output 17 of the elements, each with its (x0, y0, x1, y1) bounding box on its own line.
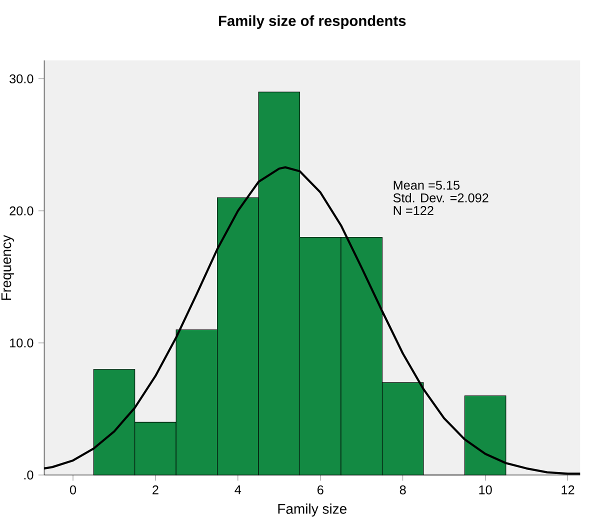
y-tick-label: .0 (24, 470, 34, 480)
x-tick-label: 6 (318, 485, 324, 494)
x-tick-label: 0 (70, 485, 76, 494)
y-tick-label: 30.0 (10, 74, 34, 84)
x-axis-title: Family size (278, 504, 346, 517)
y-tick-label: 10.0 (10, 338, 34, 348)
x-tick-label: 2 (152, 485, 158, 494)
chart-title: Family size of respondents (218, 15, 406, 29)
y-axis-title: Frequency (1, 234, 14, 300)
x-tick-label: 4 (234, 485, 242, 494)
x-tick-label: 12 (562, 485, 574, 494)
x-tick-label: 8 (400, 485, 406, 494)
annotation: Mean =5.15 (394, 180, 460, 190)
x-tick-label: 10 (479, 485, 492, 494)
annotation: N =122 (394, 206, 434, 215)
annotation: Std. Dev. =2.092 (393, 193, 488, 202)
y-tick-label: 20.0 (10, 206, 34, 216)
